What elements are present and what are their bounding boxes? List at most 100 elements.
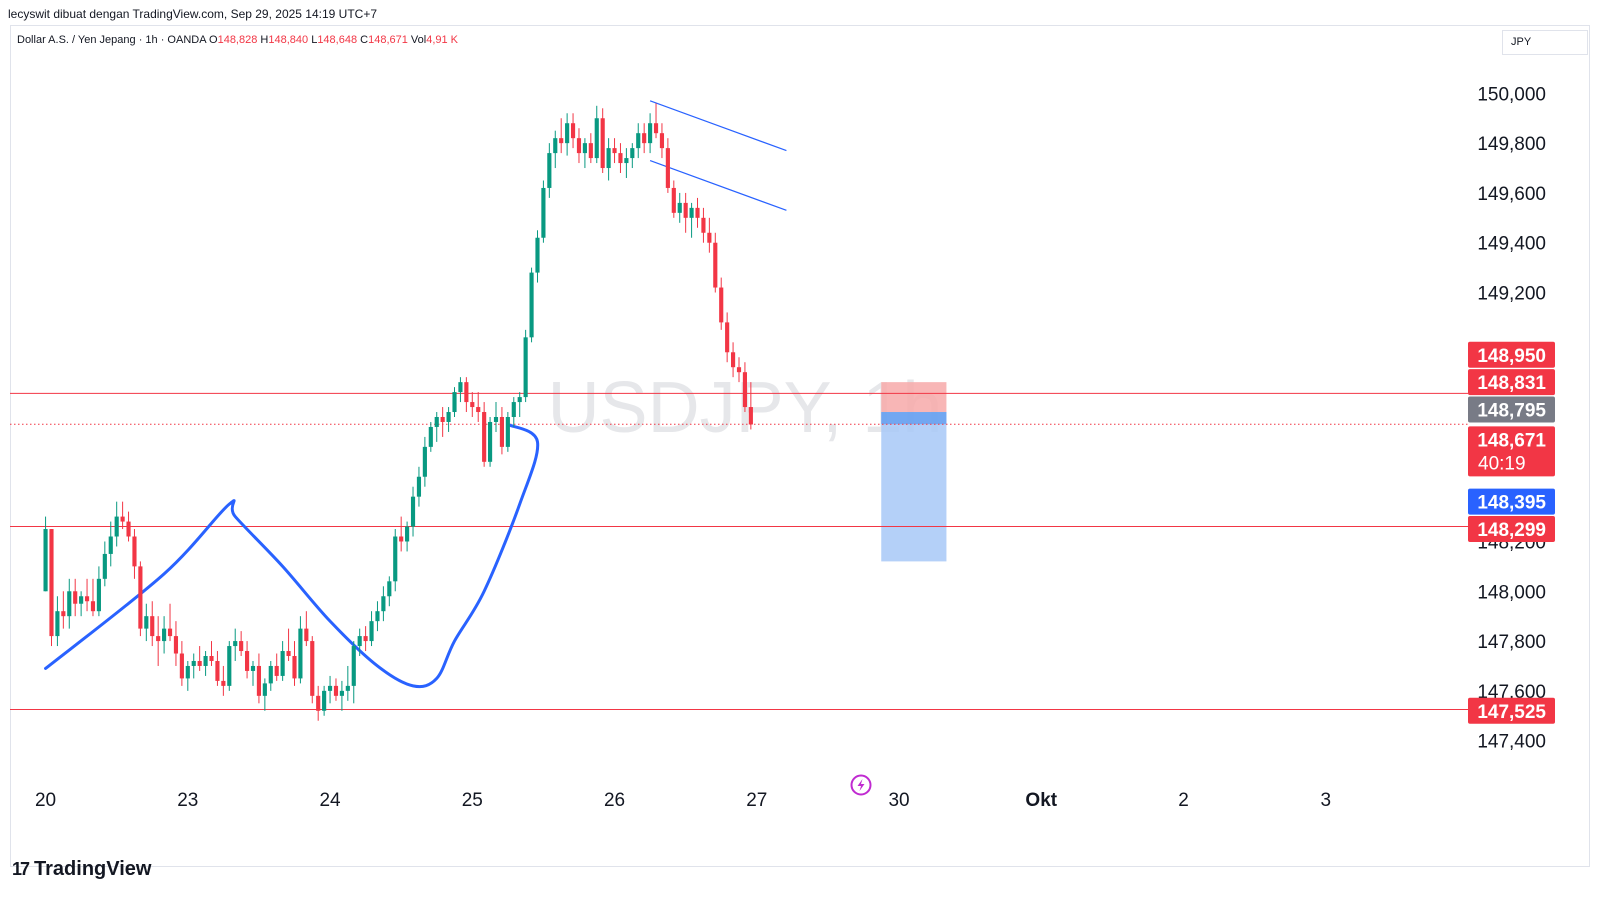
time-tick-label: 27: [746, 790, 767, 811]
volume-label: Vol: [410, 34, 427, 46]
candle: [594, 105, 599, 164]
candle-body: [84, 596, 90, 602]
candle-body: [90, 601, 96, 612]
channel-line-0: [649, 100, 787, 152]
close-value: 148,671: [368, 34, 408, 46]
low-value: 148,648: [317, 34, 358, 46]
time-tick-label: 24: [319, 790, 341, 811]
candle: [197, 646, 202, 671]
candle-body: [648, 123, 653, 144]
candle-body: [239, 641, 244, 652]
price-tag: 148,795: [1468, 396, 1555, 423]
candle-body: [262, 683, 267, 696]
time-axis[interactable]: 20 23 24 25 26 27 30 Okt 2 3: [35, 790, 1331, 811]
open-value: 148,828: [217, 34, 258, 46]
flash-icon[interactable]: [850, 774, 872, 796]
ohlc-legend: Dollar A.S. / Yen Jepang · 1h · OANDA O1…: [17, 34, 458, 46]
candle-body: [517, 397, 522, 403]
price-tag-label: 148,299: [1477, 520, 1546, 541]
candle: [316, 685, 321, 721]
candle: [387, 576, 392, 607]
candle-body: [369, 621, 374, 642]
candle-body: [541, 187, 546, 238]
candle: [458, 377, 463, 403]
candle-body: [179, 653, 184, 679]
candle: [505, 412, 510, 452]
candle-body: [375, 611, 380, 622]
price-tag-label: 148,395: [1477, 493, 1546, 514]
candle: [499, 407, 505, 455]
candle-body: [162, 628, 167, 642]
price-tag: 147,525: [1468, 697, 1555, 724]
candle-body: [79, 596, 84, 604]
price-tag-label: 147,525: [1477, 702, 1546, 723]
candle: [559, 118, 564, 154]
candle: [600, 108, 605, 174]
candle: [399, 516, 404, 552]
candle-body: [499, 417, 505, 447]
candle: [108, 521, 113, 567]
candle: [612, 138, 617, 164]
candle: [725, 312, 730, 363]
tradingview-logo[interactable]: 17 TradingView: [12, 858, 151, 881]
candle: [665, 138, 670, 193]
time-tick-label: 3: [1320, 790, 1331, 811]
candle-body: [173, 636, 179, 654]
candle-body: [464, 382, 469, 403]
candle-body: [298, 628, 303, 679]
candle-body: [653, 123, 659, 134]
candle-body: [150, 616, 155, 637]
candle: [565, 113, 570, 156]
candle-body: [689, 207, 694, 218]
candle-body: [132, 536, 137, 567]
currency-button[interactable]: JPY: [1502, 30, 1588, 55]
price-tick-label: 147,400: [1477, 732, 1546, 753]
candle-body: [470, 402, 475, 408]
candle-body: [191, 660, 196, 666]
price-tick-label: 150,000: [1477, 84, 1546, 105]
price-tag: 148,950: [1468, 341, 1555, 368]
price-tag-bg: [1468, 341, 1555, 368]
candle-body: [559, 138, 564, 144]
candle-body: [677, 202, 682, 213]
candle-body: [114, 516, 119, 537]
candle-body: [642, 133, 647, 144]
candle-body: [523, 337, 528, 398]
candle-body: [221, 680, 226, 686]
candle-body: [102, 553, 107, 579]
candle-body: [683, 202, 688, 218]
high-value: 148,840: [268, 34, 309, 46]
candle-body: [120, 516, 125, 522]
stop-loss-zone: [881, 382, 947, 413]
candle: [244, 641, 250, 679]
candle-body: [49, 529, 54, 637]
candle: [43, 516, 48, 592]
candle: [256, 653, 262, 704]
price-tick-label: 149,800: [1477, 134, 1546, 155]
candle: [162, 616, 167, 654]
candle-body: [618, 153, 623, 164]
price-tag-label: 148,950: [1477, 346, 1546, 367]
candle-body: [422, 446, 427, 477]
candle-body: [553, 138, 558, 154]
candle: [322, 685, 327, 716]
candle-body: [695, 207, 700, 218]
candle: [576, 128, 582, 164]
candle-body: [582, 143, 587, 154]
candle-body: [351, 646, 356, 686]
candle: [167, 603, 173, 642]
candle: [487, 417, 493, 467]
candle: [79, 591, 84, 617]
candle-body: [156, 636, 161, 642]
candle-body: [61, 611, 66, 617]
candle-body: [215, 660, 220, 681]
candle: [333, 678, 339, 701]
candle-body: [547, 153, 552, 188]
position-tool[interactable]: [881, 382, 947, 562]
candle-body: [570, 123, 576, 139]
candle: [713, 232, 718, 293]
candle-body: [594, 118, 599, 159]
candle: [179, 641, 184, 686]
